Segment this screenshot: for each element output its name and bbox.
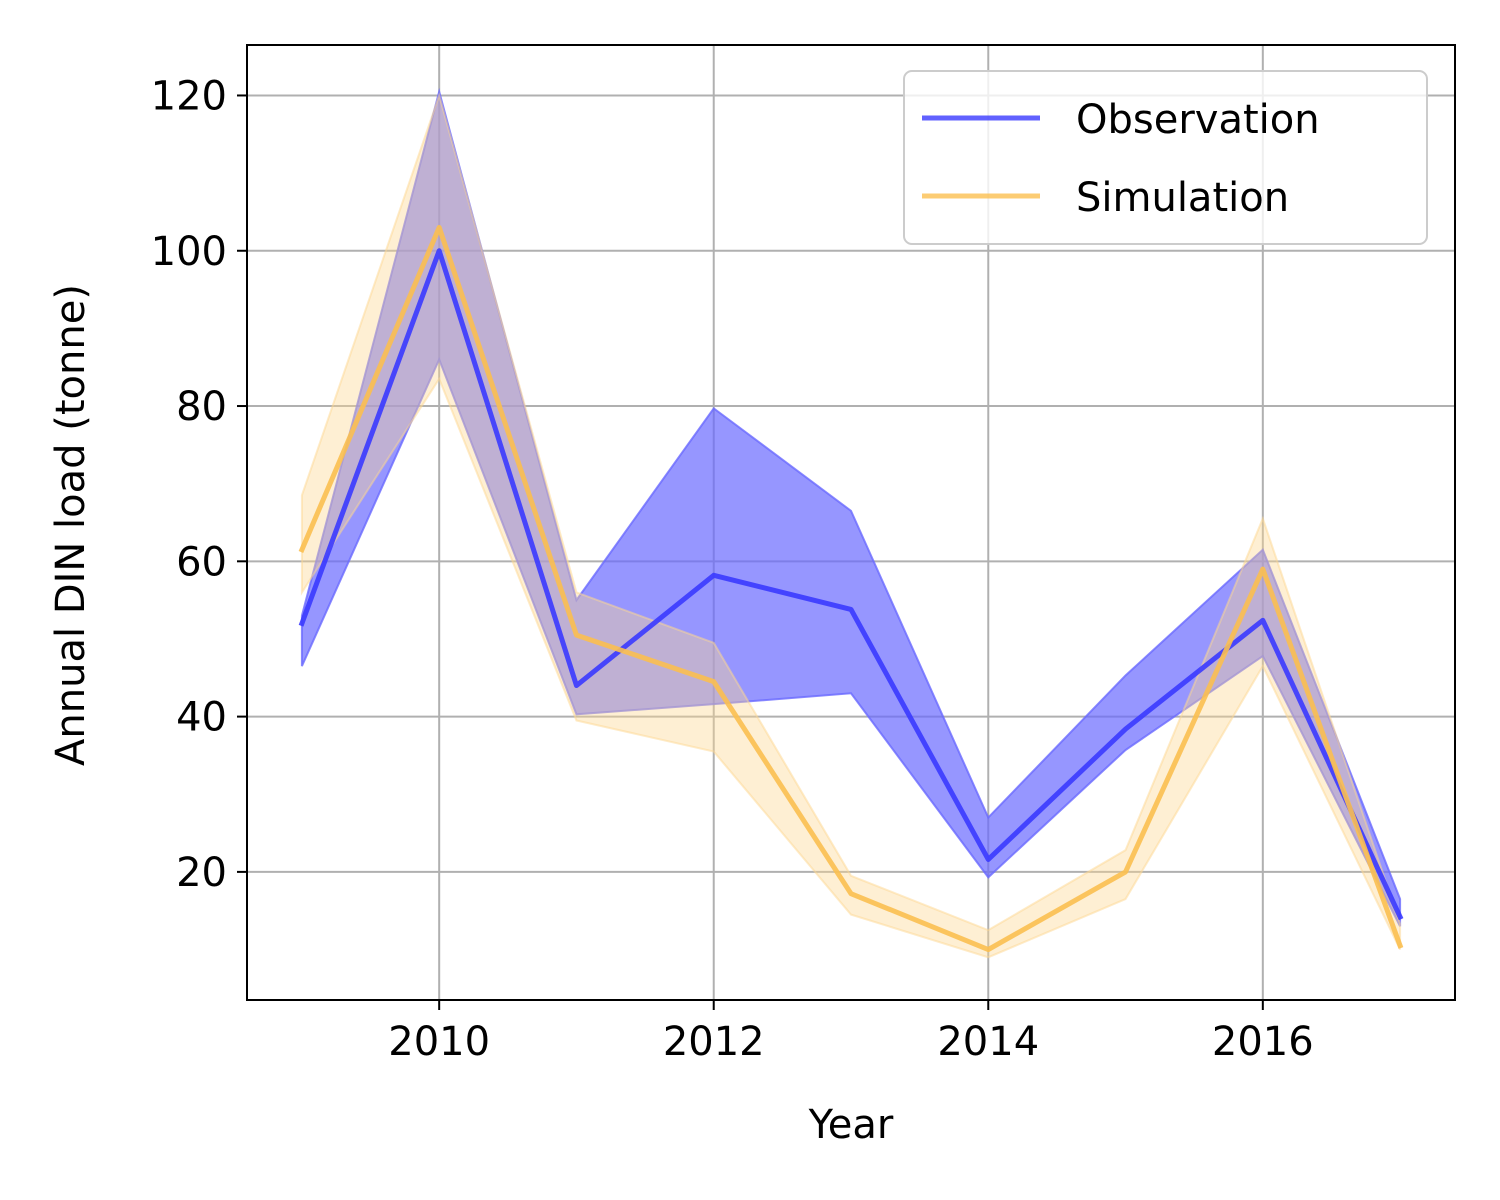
y-tick-label: 40: [176, 695, 227, 741]
legend-box: [903, 70, 1428, 245]
y-axis: 20 40 60 80 100 120: [151, 73, 247, 896]
series-lines: [298, 224, 1404, 953]
x-tick-label: 2012: [663, 1019, 765, 1065]
y-axis-title: Annual DIN load (tonne): [48, 284, 94, 766]
y-tick-label: 60: [176, 539, 227, 585]
x-axis-title: Year: [808, 1102, 894, 1148]
x-tick-label: 2010: [388, 1019, 490, 1065]
x-axis: 2010 2012 2014 2016: [388, 1000, 1314, 1065]
x-tick-label: 2016: [1212, 1019, 1314, 1065]
legend-label-simulation: Simulation: [1076, 175, 1289, 221]
plot-frame: [246, 44, 1456, 1001]
legend-label-observation: Observation: [1076, 97, 1320, 143]
legend: Observation Simulation: [903, 70, 1428, 245]
x-tick-label: 2014: [937, 1019, 1039, 1065]
y-tick-label: 20: [176, 850, 227, 896]
confidence-bands: [300, 87, 1402, 959]
y-tick-label: 100: [151, 229, 227, 275]
series-line-simulation: [298, 224, 1404, 953]
y-tick-label: 80: [176, 384, 227, 430]
band-simulation: [300, 92, 1402, 959]
y-tick-label: 120: [151, 73, 227, 119]
series-line-observation: [298, 248, 1404, 921]
